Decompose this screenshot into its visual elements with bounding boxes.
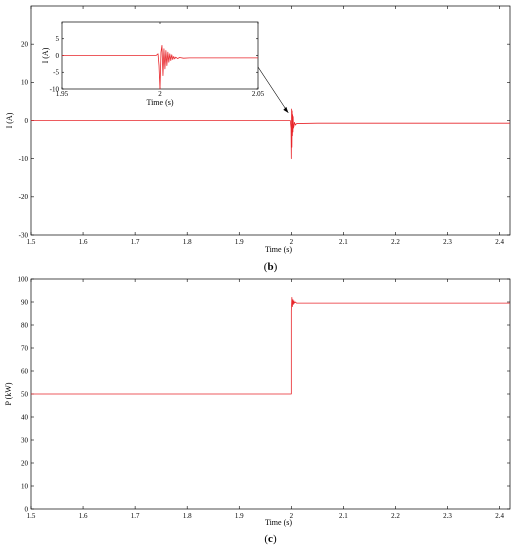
y-tick-label: -20 xyxy=(19,193,29,201)
x-tick-label: 2.05 xyxy=(252,90,265,98)
x-tick-label: 2.3 xyxy=(443,238,452,246)
y-tick-label: 50 xyxy=(21,390,29,398)
x-axis-label-power: Time (s) xyxy=(265,518,292,527)
y-tick-label: 0 xyxy=(56,52,60,60)
series-current xyxy=(31,108,510,160)
x-tick-label: 2.3 xyxy=(443,512,452,520)
y-tick-label: 100 xyxy=(18,275,29,283)
y-tick-label: 10 xyxy=(21,482,29,490)
chart-current: 1.5 1.6 1.7 1.8 1.9 2 2.1 2.2 2.3 2.4 -30-20-1001… xyxy=(5,5,511,273)
y-tick-label: 30 xyxy=(21,436,29,444)
x-tick-label: 1.5 xyxy=(27,512,36,520)
y-tick-label: -10 xyxy=(19,155,29,163)
x-tick-label: 1.6 xyxy=(79,238,88,246)
y-tick-label: 10 xyxy=(21,79,29,87)
panel-label-c: (c) xyxy=(264,533,277,545)
y-tick-label: 20 xyxy=(21,40,29,48)
x-tick-label: 1.95 xyxy=(56,90,69,98)
x-tick-label: 1.9 xyxy=(235,512,244,520)
inset-current-zoom: 1.95 2 2.05 -10 -5 0 5 Time (s) I (A) xyxy=(41,18,265,109)
x-tick-label: 1.9 xyxy=(235,238,244,246)
x-tick-label: 2.1 xyxy=(339,238,348,246)
y-tick-label: 80 xyxy=(21,321,29,329)
y-tick-label: 70 xyxy=(21,344,29,352)
inset-background xyxy=(42,18,262,109)
x-tick-label: 2 xyxy=(290,238,294,246)
inset-series xyxy=(62,45,258,90)
panel-label-b: (b) xyxy=(264,261,278,273)
zoom-arrow-line xyxy=(257,66,289,114)
y-tick-label: 0 xyxy=(25,117,29,125)
x-ticks-power: 1.5 1.6 1.7 1.8 1.9 2 2.1 2.2 2.3 2.4 xyxy=(27,279,504,520)
y-tick-label: 40 xyxy=(21,413,29,421)
y-tick-label: 5 xyxy=(56,35,60,43)
x-tick-label: 1.6 xyxy=(79,512,88,520)
y-tick-label: 20 xyxy=(21,459,29,467)
x-tick-label: 1.8 xyxy=(183,238,192,246)
inset-x-ticks: 1.95 2 2.05 xyxy=(56,22,265,98)
x-tick-label: 2.2 xyxy=(391,238,400,246)
x-axis-label-current: Time (s) xyxy=(265,245,292,254)
x-tick-label: 1.7 xyxy=(131,238,140,246)
y-ticks-power: 0 10 20 30 40 50 60 70 80 90 100 xyxy=(18,275,510,513)
chart-power: 1.5 1.6 1.7 1.8 1.9 2 2.1 2.2 2.3 2.4 0 10 20 30 40 50… xyxy=(4,275,511,545)
x-tick-label: 1.5 xyxy=(27,238,36,246)
x-tick-label: 2.4 xyxy=(495,512,504,520)
y-tick-label: 90 xyxy=(21,298,29,306)
x-tick-label: 1.7 xyxy=(131,512,140,520)
x-tick-label: 2.4 xyxy=(495,238,504,246)
y-axis-label-current: I (A) xyxy=(5,112,14,128)
x-tick-label: 2 xyxy=(290,512,294,520)
x-tick-label: 2 xyxy=(158,90,162,98)
series-line xyxy=(62,45,258,90)
y-tick-label: -30 xyxy=(19,231,29,239)
inset-y-axis-label: I (A) xyxy=(41,47,50,63)
series-line xyxy=(31,296,510,395)
y-tick-label: 0 xyxy=(25,505,29,513)
series-line xyxy=(31,108,510,160)
zoom-arrow-head xyxy=(283,106,289,113)
y-tick-label: -5 xyxy=(53,69,59,77)
y-tick-label: 60 xyxy=(21,367,29,375)
y-tick-label: -10 xyxy=(50,85,60,93)
zoom-arrow xyxy=(257,66,289,114)
x-tick-label: 1.8 xyxy=(183,512,192,520)
series-power xyxy=(31,296,510,395)
y-axis-label-power: P (kW) xyxy=(4,382,13,405)
x-tick-label: 2.1 xyxy=(339,512,348,520)
x-tick-label: 2.2 xyxy=(391,512,400,520)
inset-x-axis-label: Time (s) xyxy=(146,98,173,107)
x-ticks-current: 1.5 1.6 1.7 1.8 1.9 2 2.1 2.2 2.3 2.4 xyxy=(27,6,504,246)
